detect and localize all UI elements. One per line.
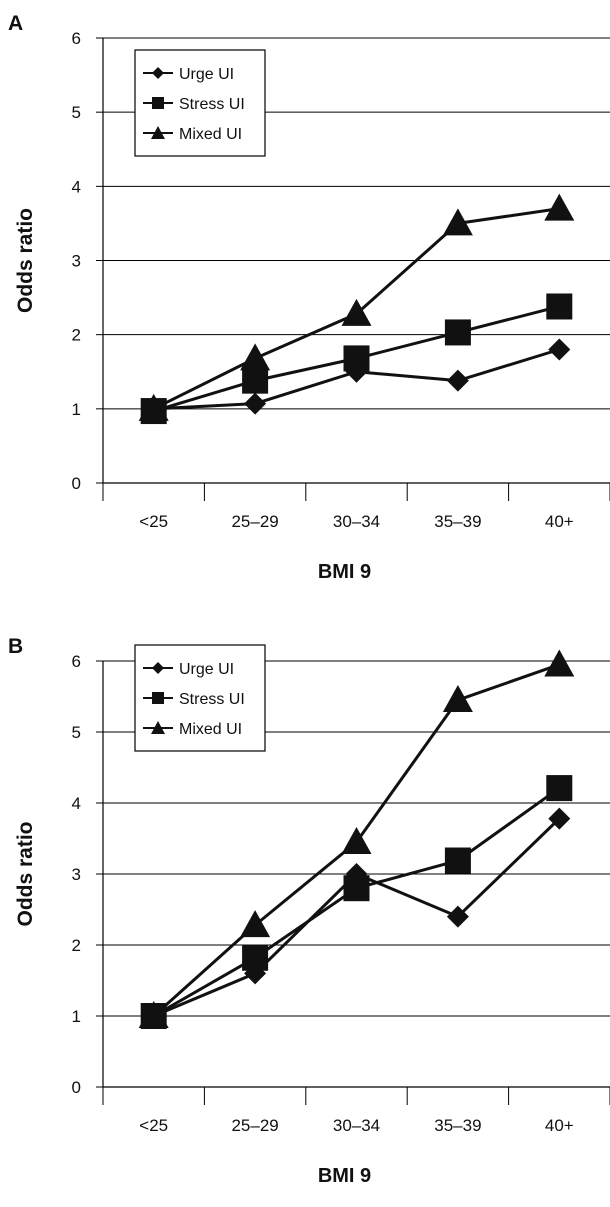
chart-b-gridlines bbox=[103, 660, 610, 1017]
chart-a-x-tick-label: 35–39 bbox=[434, 512, 481, 531]
chart-a-y-tick-label: 2 bbox=[72, 326, 81, 345]
chart-b-series-urge-ui-point bbox=[548, 807, 571, 830]
chart-a-series-urge-ui-point bbox=[548, 338, 571, 361]
chart-a-x-tick-label: 25–29 bbox=[231, 512, 278, 531]
chart-b-y-tick-label: 1 bbox=[72, 1007, 81, 1026]
chart-a-y-tick-label: 1 bbox=[72, 400, 81, 419]
chart-b-y-tick-label: 3 bbox=[72, 865, 81, 884]
chart-panel-b: 0 1 2 3 4 5 6 <25 25–29 30–34 35–39 40+ BMI 9 Odds ra… bbox=[0, 604, 610, 1207]
chart-b-series-stress-ui-point bbox=[242, 944, 269, 971]
chart-a-y-tick-label: 5 bbox=[72, 103, 81, 122]
chart-a-y-tick-label: 4 bbox=[72, 177, 81, 196]
chart-a-series-stress-ui-point bbox=[546, 293, 573, 320]
chart-a-legend-entry-label: Urge UI bbox=[179, 66, 234, 83]
chart-b-series-urge-ui-point bbox=[446, 905, 469, 928]
chart-b-legend-entry-label: Mixed UI bbox=[179, 721, 242, 738]
chart-a-series-urge-ui-point bbox=[244, 392, 267, 415]
chart-a-series-mixed-ui-point bbox=[442, 208, 473, 236]
chart-a-series-stress-ui-point bbox=[242, 367, 269, 394]
chart-b-y-axis-title: Odds ratio bbox=[14, 821, 37, 926]
chart-b-x-tick-label: <25 bbox=[139, 1116, 168, 1135]
chart-a-panel-label: A bbox=[8, 12, 23, 35]
chart-a-y-axis-title: Odds ratio bbox=[14, 208, 37, 313]
chart-b-legend-entry-marker bbox=[152, 692, 164, 704]
chart-a-series-mixed-ui-point bbox=[341, 298, 372, 326]
chart-b-x-axis-title: BMI 9 bbox=[318, 1165, 371, 1187]
chart-a-series-stress-ui bbox=[140, 293, 573, 425]
chart-b-y-tick-label: 6 bbox=[72, 652, 81, 671]
chart-b-x-tick-label: 30–34 bbox=[333, 1116, 380, 1135]
chart-a-series-mixed-ui-point bbox=[544, 193, 575, 221]
chart-b-series-mixed-ui bbox=[138, 649, 575, 1028]
chart-b-series-mixed-ui-point bbox=[544, 649, 575, 677]
chart-b-series-mixed-ui-point bbox=[341, 827, 372, 855]
chart-b-y-tick-label: 5 bbox=[72, 723, 81, 742]
chart-a-series-stress-ui-point bbox=[444, 319, 471, 346]
chart-a-x-tick-label: <25 bbox=[139, 512, 168, 531]
chart-b-y-tick-label: 2 bbox=[72, 936, 81, 955]
chart-b-series-stress-ui bbox=[140, 775, 573, 1029]
chart-b-y-tick-label: 0 bbox=[72, 1078, 81, 1097]
chart-b-panel-label: B bbox=[8, 635, 23, 658]
chart-a-x-tick-label: 30–34 bbox=[333, 512, 380, 531]
chart-b-legend-entry-label: Urge UI bbox=[179, 661, 234, 678]
chart-a-legend-entry-label: Mixed UI bbox=[179, 126, 242, 143]
chart-b-y-tick-label: 4 bbox=[72, 794, 81, 813]
chart-b-x-tick-label: 25–29 bbox=[231, 1116, 278, 1135]
chart-a-y-tick-label: 6 bbox=[72, 29, 81, 48]
chart-a-legend-entry-marker bbox=[151, 126, 165, 139]
chart-a-series-mixed-ui-point bbox=[138, 393, 169, 421]
chart-a-series-mixed-ui bbox=[138, 193, 575, 421]
chart-b-legend-entry-marker bbox=[151, 721, 165, 734]
chart-a-y-tick-label: 3 bbox=[72, 252, 81, 271]
chart-b-series-mixed-ui-point bbox=[442, 685, 473, 713]
chart-a-x-axis-title: BMI 9 bbox=[318, 561, 371, 583]
chart-a-x-tick-label: 40+ bbox=[545, 512, 574, 531]
chart-a-series-urge-ui-point bbox=[446, 369, 469, 392]
chart-b-series-stress-ui-point bbox=[444, 847, 471, 874]
chart-a-series-stress-ui-point bbox=[343, 345, 370, 372]
chart-b-series-stress-ui-point bbox=[546, 775, 573, 802]
chart-a-y-tick-label: 0 bbox=[72, 474, 81, 493]
chart-b-series-mixed-ui-point bbox=[240, 910, 271, 938]
chart-b-svg: 0 1 2 3 4 5 6 <25 25–29 30–34 35–39 40+ BMI 9 Odds ra… bbox=[8, 635, 610, 1187]
chart-a-legend-entry-marker bbox=[152, 67, 164, 79]
chart-a-legend-entry-label: Stress UI bbox=[179, 96, 245, 113]
chart-a-svg: 0 1 2 3 4 5 6 <25 25–29 30–34 35–39 40+ BMI 9 Odds ra… bbox=[8, 12, 610, 583]
chart-b-legend-entry-label: Stress UI bbox=[179, 691, 245, 708]
chart-panel-a: 0 1 2 3 4 5 6 <25 25–29 30–34 35–39 40+ BMI 9 Odds ra… bbox=[8, 12, 610, 583]
chart-b-series-stress-ui-point bbox=[343, 875, 370, 902]
chart-b-legend-entry-marker bbox=[152, 662, 164, 674]
chart-b-x-tick-label: 35–39 bbox=[434, 1116, 481, 1135]
chart-b-series-mixed-ui-point bbox=[138, 1001, 169, 1028]
chart-b-x-tick-label: 40+ bbox=[545, 1116, 574, 1135]
chart-a-legend: Urge UI Stress UI Mixed UI bbox=[134, 49, 266, 157]
chart-b-legend: Urge UI Stress UI Mixed UI bbox=[134, 644, 266, 752]
chart-a-legend-entry-marker bbox=[152, 97, 164, 109]
chart-a-series-mixed-ui-point bbox=[240, 343, 271, 371]
chart-b-series-stress-ui-line bbox=[152, 786, 561, 1018]
